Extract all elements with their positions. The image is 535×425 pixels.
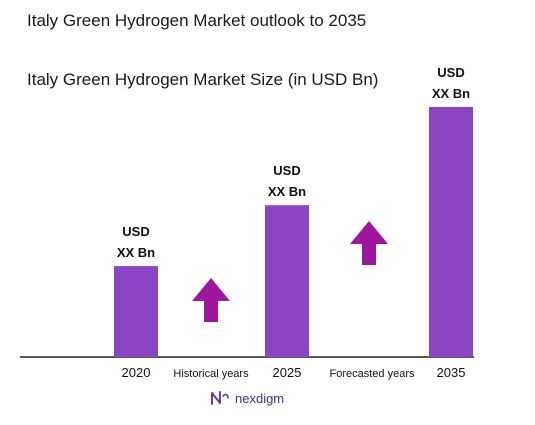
period-label-1: Historical years (173, 368, 249, 380)
bar-2035 (429, 107, 473, 357)
growth-arrow-icon (350, 221, 388, 265)
chart-subtitle: Italy Green Hydrogen Market Size (in USD… (27, 70, 379, 89)
bar-value-label-2020-2: XX Bn (117, 245, 155, 260)
nexdigm-logo: nexdigm (210, 390, 284, 406)
x-tick-label-2025: 2025 (273, 365, 302, 380)
bar-value-label-2035-2: XX Bn (432, 86, 470, 101)
bar-value-label-2035-1: USD (437, 65, 464, 80)
bar-value-label-2025-2: XX Bn (268, 184, 306, 199)
bar-value-label-2020-1: USD (122, 224, 149, 239)
chart-title: Italy Green Hydrogen Market outlook to 2… (27, 11, 367, 30)
bar-2025 (265, 205, 309, 357)
nexdigm-logo-icon (211, 391, 229, 405)
period-label-2: Forecasted years (330, 368, 415, 380)
nexdigm-logo-text: nexdigm (235, 390, 285, 406)
growth-arrow-icon (192, 278, 230, 322)
bar-2020 (114, 266, 158, 357)
x-tick-label-2020: 2020 (122, 365, 151, 380)
bar-value-label-2025-1: USD (273, 163, 300, 178)
x-tick-label-2035: 2035 (437, 365, 466, 380)
